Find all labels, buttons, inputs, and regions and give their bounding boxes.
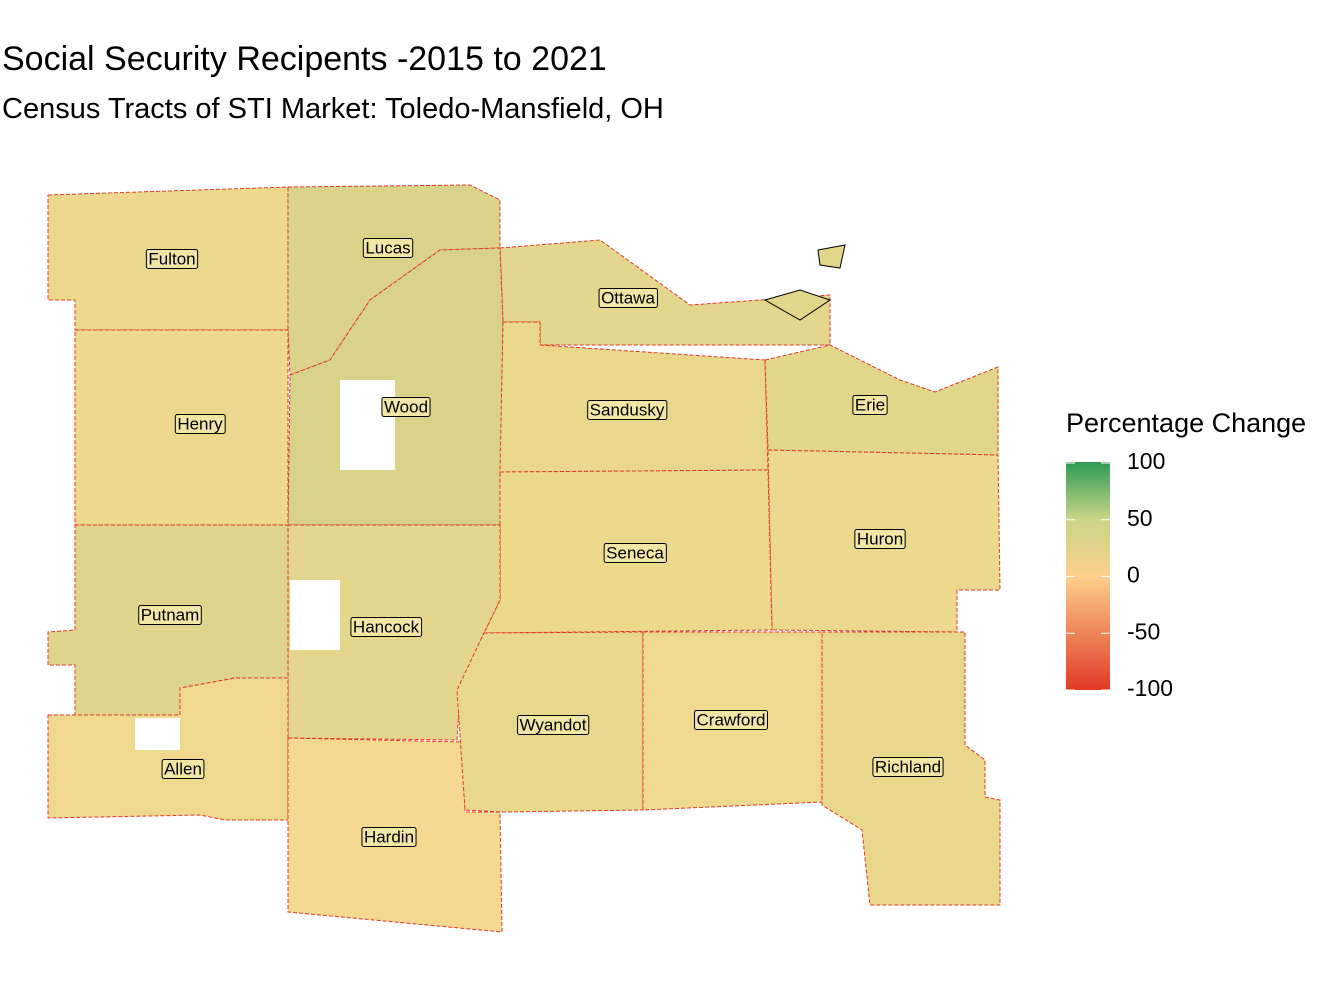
county-name: Allen <box>164 759 202 778</box>
county-name: Putnam <box>141 605 200 624</box>
label-box <box>854 528 906 549</box>
label-box <box>381 396 431 417</box>
county-name: Richland <box>875 757 941 776</box>
county-name: Hardin <box>364 827 414 846</box>
label-box <box>361 826 417 847</box>
label-box <box>161 758 205 779</box>
label-box <box>587 399 668 420</box>
label-box <box>145 248 199 269</box>
county-name: Seneca <box>606 543 664 562</box>
county-label: Putnam <box>138 604 202 625</box>
county-label: Hancock <box>350 616 423 637</box>
county-name: Sandusky <box>590 400 665 419</box>
island <box>763 289 832 321</box>
county-label: Allen <box>161 758 205 779</box>
label-box <box>872 756 944 777</box>
county-label: Richland <box>872 756 944 777</box>
legend-tick-label: 100 <box>1127 448 1165 474</box>
subtitle: Census Tracts of STI Market: Toledo-Mans… <box>2 93 664 125</box>
county-label: Wood <box>381 396 431 417</box>
label-box <box>694 709 768 730</box>
county-name: Erie <box>855 395 885 414</box>
county-label: Hardin <box>361 826 417 847</box>
county-name: Lucas <box>365 238 410 257</box>
county-name: Hancock <box>353 617 420 636</box>
county-label: Fulton <box>145 248 199 269</box>
county-label: Seneca <box>603 542 667 563</box>
county-name: Fulton <box>148 249 195 268</box>
county-label: Crawford <box>694 709 768 730</box>
unpopulated-area <box>340 380 395 470</box>
legend-tick-label: -100 <box>1127 675 1173 701</box>
label-box <box>362 237 414 258</box>
county-name: Wyandot <box>520 715 587 734</box>
county-label: Sandusky <box>587 399 668 420</box>
label-box <box>517 714 590 735</box>
label-box <box>603 542 667 563</box>
county-label: Wyandot <box>517 714 590 735</box>
label-box <box>350 616 423 637</box>
label-box <box>138 604 202 625</box>
legend-tick-label: 0 <box>1127 562 1140 588</box>
county-label: Lucas <box>362 237 414 258</box>
county-label: Ottawa <box>598 287 658 308</box>
island <box>817 244 846 269</box>
unpopulated-area <box>290 580 340 650</box>
county-name: Crawford <box>697 710 766 729</box>
county-shape <box>499 239 831 346</box>
county-name: Huron <box>857 529 903 548</box>
unpopulated-area <box>135 718 180 750</box>
county-label: Erie <box>852 394 888 415</box>
title: Social Security Recipents -2015 to 2021 <box>2 40 607 78</box>
legend-tick-label: 50 <box>1127 505 1153 531</box>
legend-title: Percentage Change <box>1066 408 1306 438</box>
county-name: Henry <box>177 414 223 433</box>
legend-tick-label: -50 <box>1127 618 1160 644</box>
label-box <box>598 287 658 308</box>
county-label: Henry <box>174 413 226 434</box>
county-shapes <box>47 184 1001 933</box>
label-box <box>174 413 226 434</box>
county-name: Wood <box>384 397 428 416</box>
label-box <box>852 394 888 415</box>
county-label: Huron <box>854 528 906 549</box>
county-name: Ottawa <box>601 288 655 307</box>
